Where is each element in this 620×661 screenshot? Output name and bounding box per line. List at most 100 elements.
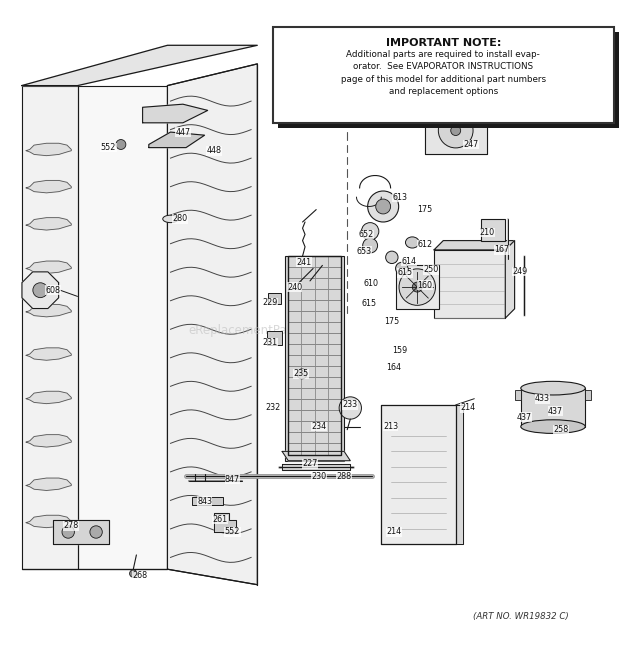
Text: 437: 437: [516, 413, 531, 422]
Text: Additional parts are required to install evap-
orator.  See EVAPORATOR INSTRUCTI: Additional parts are required to install…: [341, 50, 546, 96]
Text: 433: 433: [535, 394, 550, 403]
Polygon shape: [26, 391, 71, 404]
Circle shape: [33, 283, 48, 297]
Text: 164: 164: [386, 363, 401, 372]
Text: 210: 210: [479, 228, 494, 237]
Text: 261: 261: [213, 515, 228, 524]
Circle shape: [438, 113, 473, 148]
Polygon shape: [149, 132, 205, 147]
Polygon shape: [456, 405, 463, 545]
Text: 175: 175: [384, 317, 399, 326]
Text: 213: 213: [383, 422, 398, 431]
Bar: [268, 293, 281, 304]
Text: 268: 268: [132, 571, 147, 580]
Polygon shape: [505, 241, 515, 318]
Bar: [434, 250, 505, 318]
Text: 241: 241: [296, 258, 311, 267]
Ellipse shape: [405, 237, 419, 248]
Polygon shape: [26, 348, 71, 360]
Polygon shape: [22, 46, 257, 86]
Bar: [396, 266, 439, 309]
Circle shape: [396, 262, 408, 275]
Text: 278: 278: [64, 522, 79, 530]
Bar: [285, 256, 344, 461]
Text: 613: 613: [392, 193, 407, 202]
Circle shape: [116, 139, 126, 149]
Bar: [521, 388, 585, 426]
Polygon shape: [26, 217, 71, 230]
Text: 232: 232: [265, 403, 280, 412]
Bar: [585, 391, 591, 400]
Text: 652: 652: [358, 230, 373, 239]
Text: 610: 610: [363, 280, 378, 288]
Text: 240: 240: [287, 283, 302, 292]
Text: 160: 160: [417, 281, 432, 290]
Polygon shape: [282, 451, 350, 461]
Text: 614: 614: [402, 256, 417, 266]
Circle shape: [130, 570, 137, 577]
Polygon shape: [26, 305, 71, 317]
Bar: [267, 331, 282, 345]
Text: 167: 167: [495, 245, 510, 254]
Ellipse shape: [521, 420, 585, 434]
Text: 233: 233: [343, 401, 358, 409]
Text: 615: 615: [397, 268, 412, 278]
Text: 258: 258: [554, 425, 569, 434]
Polygon shape: [282, 464, 350, 470]
Circle shape: [368, 191, 399, 222]
Circle shape: [90, 525, 102, 538]
Circle shape: [412, 282, 422, 292]
Bar: [515, 391, 521, 400]
Circle shape: [339, 397, 361, 419]
Polygon shape: [434, 241, 515, 250]
Text: IMPORTANT NOTE:: IMPORTANT NOTE:: [386, 38, 501, 48]
Polygon shape: [26, 435, 71, 447]
Text: 249: 249: [512, 267, 527, 276]
Polygon shape: [53, 520, 108, 545]
Circle shape: [62, 525, 74, 538]
Bar: [288, 256, 341, 455]
Text: (ART NO. WR19832 C): (ART NO. WR19832 C): [473, 613, 569, 621]
Ellipse shape: [162, 215, 179, 223]
Text: 159: 159: [392, 346, 407, 355]
Text: 234: 234: [312, 422, 327, 431]
Text: 214: 214: [461, 403, 476, 412]
Text: 235: 235: [293, 369, 308, 378]
Text: 288: 288: [337, 472, 352, 481]
Polygon shape: [381, 405, 456, 545]
Polygon shape: [143, 104, 208, 123]
Polygon shape: [214, 514, 236, 532]
Circle shape: [363, 238, 378, 253]
Circle shape: [297, 369, 307, 379]
Polygon shape: [26, 143, 71, 155]
Polygon shape: [425, 107, 487, 154]
Text: 552: 552: [101, 143, 116, 152]
Text: 608: 608: [45, 286, 60, 295]
Polygon shape: [22, 86, 78, 569]
Bar: [278, 32, 619, 128]
Text: 229: 229: [262, 298, 277, 307]
Text: 437: 437: [548, 407, 563, 416]
Text: 230: 230: [312, 472, 327, 481]
Text: 175: 175: [417, 205, 432, 214]
Polygon shape: [167, 64, 257, 585]
Text: 847: 847: [225, 475, 240, 484]
Polygon shape: [26, 478, 71, 490]
Circle shape: [451, 126, 461, 136]
Polygon shape: [26, 261, 71, 274]
Polygon shape: [26, 180, 71, 193]
Text: eReplacementParts.com: eReplacementParts.com: [188, 324, 332, 337]
Polygon shape: [26, 516, 71, 527]
Bar: [480, 219, 505, 241]
Text: 552: 552: [225, 527, 240, 537]
Text: 447: 447: [175, 128, 190, 137]
Text: 653: 653: [356, 247, 371, 256]
Text: 843: 843: [197, 496, 212, 506]
Bar: [273, 26, 614, 123]
Text: 214: 214: [386, 527, 401, 537]
Bar: [192, 496, 223, 506]
Text: 250: 250: [423, 265, 438, 274]
Circle shape: [399, 269, 435, 305]
Text: 448: 448: [206, 146, 221, 155]
Text: 280: 280: [172, 214, 187, 223]
